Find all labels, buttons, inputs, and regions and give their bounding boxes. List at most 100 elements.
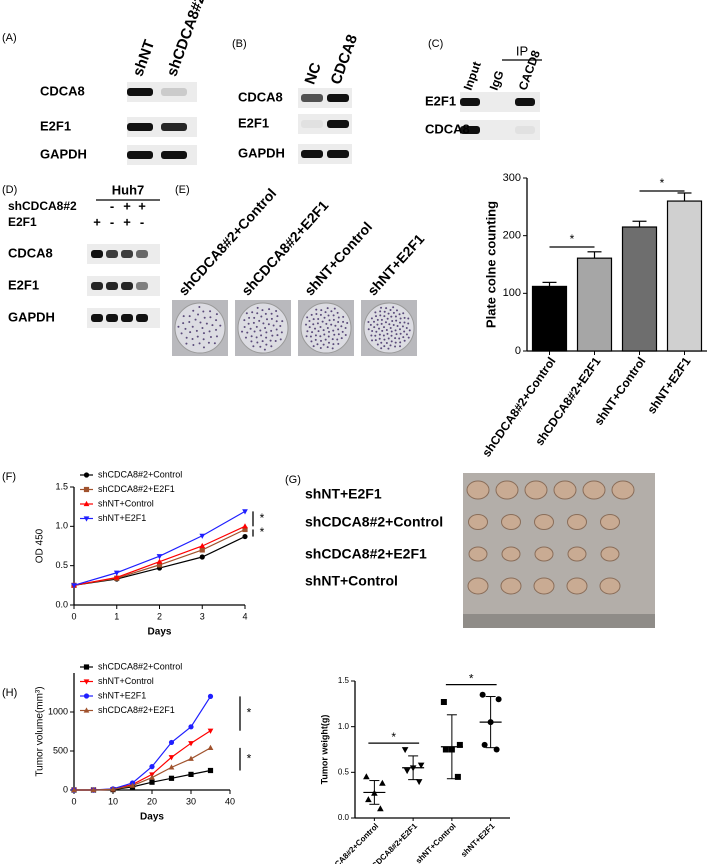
colony [316,343,319,346]
marker [199,554,205,560]
marker [401,747,409,754]
marker [168,739,175,746]
condition-sign: + [93,214,101,229]
marker [83,664,90,670]
blot-strip [298,144,352,164]
colony [196,335,199,338]
blot-row-label: GAPDH [40,146,87,161]
colony [392,311,395,314]
colony [378,333,381,336]
colony [405,333,408,336]
colony [383,345,386,348]
colony [215,328,218,331]
series-line [74,747,211,791]
colony [309,335,312,338]
sig-star: * [260,511,265,525]
colony [395,319,398,322]
tumor [582,480,606,500]
blot-band [161,123,187,131]
colony [319,346,322,349]
colony [275,328,278,331]
colony [323,333,326,336]
marker [188,771,194,777]
panel-label: (H) [2,687,17,699]
sig-star: * [391,730,396,744]
blot-band [91,314,103,322]
colony [394,329,397,332]
colony [340,337,343,340]
colony [371,329,374,332]
colony [256,306,259,309]
marker [199,533,206,539]
blot-band [327,150,349,158]
colony [310,340,313,343]
colony [310,313,313,316]
colony [198,342,201,345]
colony [399,345,402,348]
colony [264,312,267,315]
blot-band [460,126,480,134]
colony [312,323,315,326]
marker [479,691,486,698]
colony [330,323,333,326]
blot-band [121,282,133,290]
colony [371,339,374,342]
blot-band [327,94,349,102]
blot-band [127,88,153,96]
y-tick-label: 1.0 [55,521,68,531]
marker [440,699,447,706]
colony [219,324,222,327]
colony [326,327,329,329]
colony [327,341,330,344]
marker [495,696,502,703]
condition-sign: + [123,214,131,229]
colony [191,337,194,340]
colony [331,347,334,350]
colony [331,338,334,341]
bar [576,257,613,352]
colony [324,338,327,341]
y-tick-label: 300 [503,172,521,184]
legend-label: shCDCA8#2+Control [98,661,182,671]
colony [381,329,384,332]
colony [177,325,180,328]
tumor [466,480,490,500]
colony [188,320,191,323]
tumor [524,480,548,500]
tumor-group-label: shNT+Control [305,573,398,589]
colony [188,315,191,318]
bar [531,285,568,352]
marker [365,796,372,803]
blot-row-label: CDCA8 [238,89,283,104]
blot-band [460,98,480,106]
colony [374,339,377,342]
colony [320,339,323,342]
colony [373,326,376,329]
y-tick-label: 1000 [48,706,68,716]
sig-star: * [469,671,474,685]
tumor-group-label: shCDCA8#2+E2F1 [305,546,427,562]
colony [389,344,392,347]
colony [370,317,373,320]
blot-band [127,151,153,159]
colony [336,338,339,341]
x-tick-label: 30 [186,796,196,806]
x-axis-label: Days [148,627,172,638]
colony [259,329,262,332]
colony [402,312,405,315]
colony [256,312,259,315]
colony [332,318,335,321]
tumor [566,577,588,595]
marker [149,774,155,780]
colony [390,315,393,318]
colony [185,336,188,339]
tumor [495,480,519,500]
colony [342,315,345,318]
colony [394,345,397,348]
marker [83,486,90,493]
legend-label: shNT+E2F1 [98,690,146,700]
x-tick-label: 1 [114,611,119,621]
colony [394,315,397,318]
sig-star: * [247,706,252,720]
colony [243,325,246,328]
